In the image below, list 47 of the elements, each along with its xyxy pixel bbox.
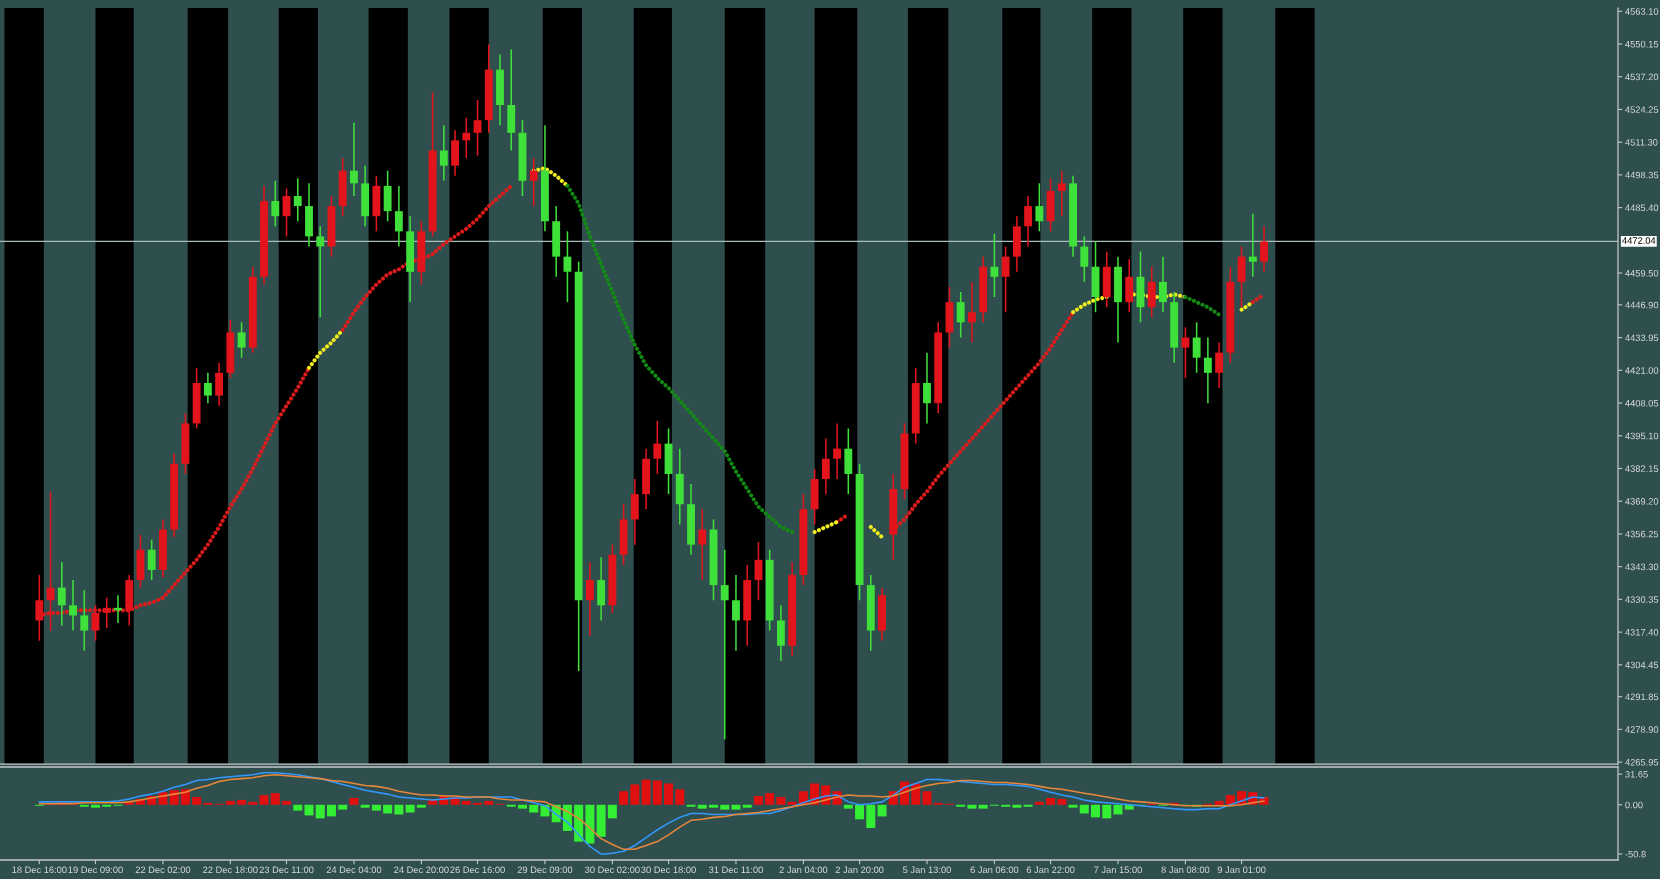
y-tick-label: 4498.35 [1625,171,1659,179]
x-tick-label: 24 Dec 04:00 [326,866,382,874]
y-tick-label: 0.00 [1625,801,1643,809]
y-tick-label: 4446.90 [1625,301,1659,309]
y-tick-label: 4550.15 [1625,40,1659,48]
y-tick-label: 4537.20 [1625,73,1659,81]
y-tick-label: 4485.40 [1625,204,1659,212]
y-tick-label: 4421.00 [1625,367,1659,374]
y-tick-label: 4408.05 [1625,399,1659,407]
y-tick-label: 4433.95 [1625,334,1659,342]
y-tick-label: 4395.10 [1625,432,1659,440]
x-tick-label: 19 Dec 09:00 [68,866,123,874]
y-tick-label: 4382.15 [1625,465,1659,472]
y-tick-label: 4317.40 [1625,628,1659,636]
y-tick-label: 4343.30 [1625,563,1659,571]
x-tick-label: 7 Jan 15:00 [1094,866,1142,874]
y-tick-label: 4563.10 [1625,8,1659,15]
x-tick-label: 26 Dec 16:00 [450,866,505,874]
y-tick-label: -50.8 [1625,850,1646,858]
y-tick-label: 4459.50 [1625,269,1659,277]
x-tick-label: 23 Dec 11:00 [259,866,314,874]
y-tick-label: 4330.35 [1625,596,1659,603]
x-tick-label: 9 Jan 01:00 [1217,866,1266,874]
x-tick-label: 24 Dec 20:00 [394,866,449,874]
y-tick-label: 4291.85 [1625,693,1659,701]
x-tick-label: 2 Jan 04:00 [779,866,828,874]
x-tick-label: 6 Jan 06:00 [970,866,1019,874]
y-tick-label: 4304.45 [1625,661,1659,669]
x-tick-label: 22 Dec 02:00 [135,866,191,874]
x-tick-label: 30 Dec 02:00 [585,866,640,874]
y-tick-label: 4278.90 [1625,726,1659,733]
y-tick-label: 4511.30 [1625,139,1658,146]
x-tick-label: 30 Dec 18:00 [641,866,696,874]
y-tick-label: 31.65 [1625,770,1648,778]
x-tick-label: 5 Jan 13:00 [903,866,951,874]
x-tick-label: 31 Dec 11:00 [708,866,763,874]
x-tick-label: 29 Dec 09:00 [517,866,573,874]
y-tick-label: 4369.20 [1625,498,1659,505]
y-tick-label: 4524.25 [1625,106,1659,113]
x-tick-label: 6 Jan 22:00 [1026,866,1075,874]
y-tick-label: 4356.25 [1625,530,1659,538]
x-tick-label: 8 Jan 08:00 [1161,866,1210,874]
x-tick-label: 18 Dec 16:00 [12,866,67,874]
ref-line-label: 4472.04 [1622,237,1656,244]
x-tick-label: 2 Jan 20:00 [835,866,884,874]
x-tick-label: 22 Dec 18:00 [203,866,258,874]
y-tick-label: 4265.95 [1625,758,1659,766]
